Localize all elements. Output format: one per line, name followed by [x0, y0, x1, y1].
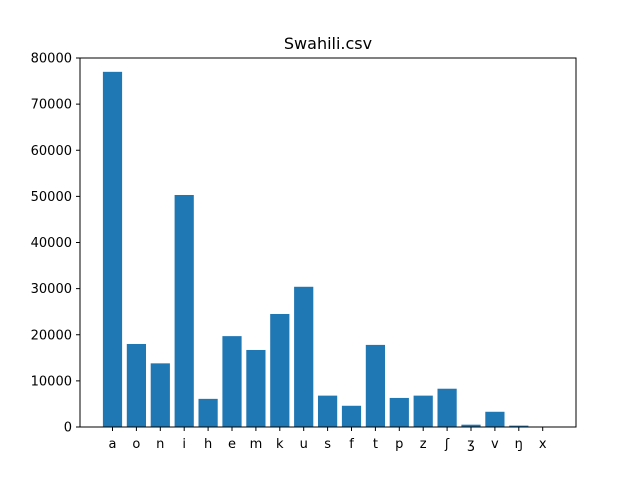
x-tick-label: v [491, 437, 499, 452]
bar-12 [389, 397, 409, 427]
y-axis: 0 10000 20000 30000 40000 50000 60000 70000 8000… [31, 52, 80, 436]
x-tick-label: z [420, 437, 427, 452]
bar-7 [270, 313, 290, 427]
plot-frame [79, 57, 577, 428]
x-tick-label: f [349, 437, 354, 452]
bar-0 [102, 71, 123, 427]
x-tick-label: ŋ [515, 437, 523, 452]
bar-2 [150, 363, 170, 427]
bars-group [102, 71, 553, 427]
x-tick-label: k [276, 437, 284, 452]
bar-3 [174, 194, 194, 427]
x-tick-label: h [204, 437, 212, 452]
y-tick-label: 60000 [31, 144, 72, 159]
bar-4 [198, 398, 218, 427]
bar-6 [246, 349, 266, 427]
x-tick-label: s [324, 437, 331, 452]
bar-15 [461, 424, 481, 427]
x-tick-label: m [250, 437, 263, 452]
x-tick-label: ʒ [467, 437, 475, 452]
bar-17 [509, 425, 529, 427]
x-tick-label: n [156, 437, 164, 452]
x-tick-label: ʃ [444, 437, 450, 452]
y-tick-label: 40000 [31, 236, 72, 251]
chart-title: Swahili.csv [284, 34, 372, 53]
y-tick-label: 0 [64, 421, 72, 436]
bar-10 [341, 405, 362, 427]
x-tick-label: x [539, 437, 547, 452]
y-tick-label: 70000 [31, 98, 72, 113]
x-tick-label: t [373, 437, 378, 452]
bar-1 [126, 343, 146, 427]
x-tick-label: p [395, 437, 403, 452]
bar-8 [294, 286, 314, 427]
y-tick-label: 50000 [31, 190, 72, 205]
bar-14 [437, 388, 457, 427]
bar-13 [413, 395, 433, 427]
y-tick-label: 20000 [31, 328, 72, 343]
bar-11 [365, 344, 385, 427]
bar-5 [222, 336, 242, 427]
x-tick-label: e [228, 437, 236, 452]
y-tick-label: 10000 [31, 374, 72, 389]
y-tick-label: 80000 [31, 52, 72, 67]
y-tick-label: 30000 [31, 282, 72, 297]
x-tick-label: a [109, 437, 117, 452]
bar-9 [318, 395, 338, 427]
x-tick-label: u [300, 437, 308, 452]
x-tick-label: o [132, 437, 140, 452]
x-tick-label: i [182, 437, 186, 452]
bar-16 [485, 411, 505, 427]
